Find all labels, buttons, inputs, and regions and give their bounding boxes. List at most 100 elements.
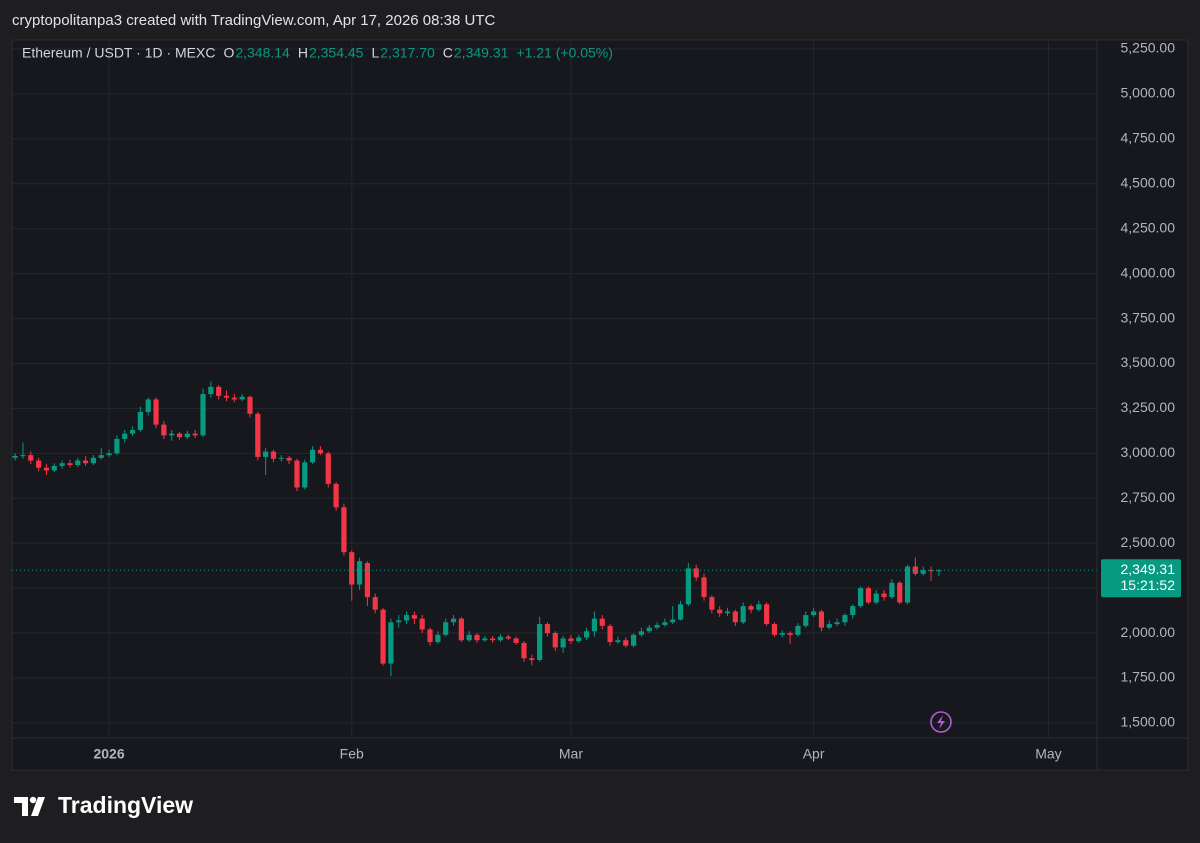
candle-body [59, 463, 65, 466]
x-tick-label: 2026 [93, 746, 124, 762]
candle-body [568, 638, 574, 642]
candle-body [114, 438, 120, 454]
ohlc-value: 2,354.45 [309, 45, 364, 61]
candle-body [513, 638, 519, 643]
candle-body [787, 633, 793, 635]
candle-body [239, 396, 245, 400]
candle-body [317, 449, 324, 454]
candle-body [98, 455, 104, 458]
logo-mark [14, 797, 28, 816]
candle-body [889, 582, 895, 598]
candle-body [936, 570, 942, 572]
candle-body [693, 568, 699, 578]
candle-body [28, 455, 34, 461]
y-tick-label: 2,000.00 [1121, 624, 1176, 640]
candle-body [137, 412, 143, 430]
candle-body [12, 456, 18, 458]
y-tick-label: 5,000.00 [1121, 85, 1176, 101]
candle-body [505, 636, 511, 639]
y-tick-label: 4,500.00 [1121, 174, 1176, 190]
candle-body [685, 568, 691, 605]
candle-body [427, 629, 433, 643]
logo-slash [31, 797, 45, 816]
candle-body [857, 588, 864, 607]
candle-body [247, 396, 253, 414]
candle-body [529, 658, 535, 661]
candle-body [443, 622, 449, 635]
y-tick-label: 1,750.00 [1121, 669, 1176, 685]
alert-icon[interactable] [930, 711, 952, 733]
candle-body [709, 597, 715, 610]
axes: 1,500.001,750.002,000.002,250.002,500.00… [12, 40, 1188, 770]
candle-body [333, 483, 339, 508]
candle-body [490, 638, 496, 641]
ohlc-key: H [298, 45, 308, 61]
candle-body [865, 588, 872, 603]
candle-body [341, 507, 347, 553]
brand-logo: TradingView [14, 792, 193, 818]
candle-body [161, 424, 167, 436]
candle-body [654, 624, 660, 628]
candle-body [349, 552, 355, 585]
candle-body [302, 462, 308, 488]
plot-area [12, 381, 1097, 677]
ohlc-key: O [223, 45, 234, 61]
last-price-label: 2,349.31 [1121, 561, 1176, 577]
candle-body [380, 609, 386, 664]
candle-body [356, 561, 363, 585]
candle-body [51, 465, 57, 471]
candle-body [278, 457, 284, 459]
candle-body [748, 606, 754, 610]
candle-body [231, 397, 237, 400]
candle-body [881, 593, 887, 598]
candle-body [677, 604, 684, 620]
candle-body [615, 640, 621, 643]
candle-body [153, 399, 159, 425]
candle-body [403, 615, 410, 621]
candle-body [670, 619, 676, 623]
candle-body [764, 604, 770, 625]
y-tick-label: 4,750.00 [1121, 130, 1176, 146]
candle-body [450, 618, 457, 623]
candle-body [928, 570, 934, 572]
candle-body [208, 386, 214, 395]
candle-body [106, 453, 112, 456]
y-tick-label: 3,250.00 [1121, 399, 1176, 415]
candle-body [310, 449, 316, 463]
candle-body [169, 433, 175, 436]
candle-body [662, 622, 668, 625]
ohlc-key: C [443, 45, 453, 61]
y-tick-label: 4,250.00 [1121, 219, 1176, 235]
candle-body [294, 460, 300, 488]
candle-body [458, 618, 464, 641]
candle-body [897, 582, 903, 603]
y-tick-label: 4,000.00 [1121, 264, 1176, 280]
alert-bolt [937, 715, 945, 729]
candle-body [560, 638, 566, 648]
candle-body [388, 622, 394, 664]
candle-body [435, 634, 441, 643]
candle-body [724, 611, 731, 614]
candle-body [466, 634, 472, 641]
candle-body [701, 577, 707, 598]
change: +1.21 (+0.05%) [516, 45, 613, 61]
candle-body [732, 611, 738, 623]
candle-body [200, 394, 206, 436]
candle-body [591, 618, 598, 632]
candle-body [286, 457, 292, 461]
candle-body [36, 460, 42, 468]
candle-body [779, 633, 785, 635]
candle-body [129, 429, 136, 434]
candle-body [216, 386, 222, 396]
candle-body [263, 451, 269, 457]
y-tick-label: 3,750.00 [1121, 309, 1176, 325]
candle-body [717, 609, 723, 614]
candle-body [583, 631, 590, 638]
y-tick-label: 3,500.00 [1121, 354, 1176, 370]
candle-body [521, 642, 527, 659]
candle-body [920, 570, 926, 574]
candle-body [826, 624, 832, 628]
candle-body [396, 620, 402, 623]
